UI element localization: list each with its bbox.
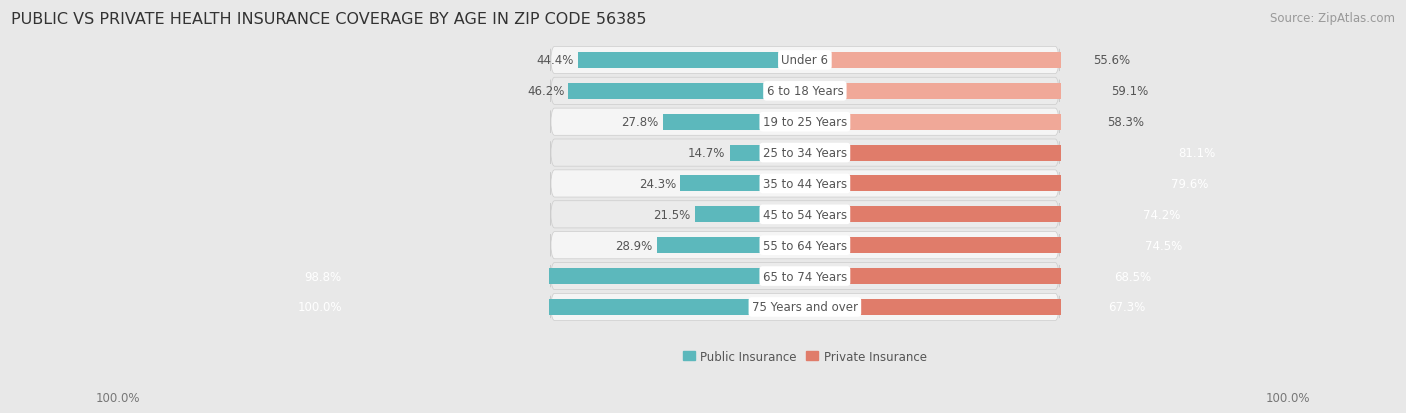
Text: 6 to 18 Years: 6 to 18 Years (766, 85, 844, 98)
Text: 65 to 74 Years: 65 to 74 Years (763, 270, 846, 283)
Bar (804, 237, 1187, 254)
Text: 19 to 25 Years: 19 to 25 Years (763, 116, 846, 129)
Text: 27.8%: 27.8% (621, 116, 658, 129)
Text: 55.6%: 55.6% (1094, 55, 1130, 67)
Bar (681, 176, 804, 192)
Bar (804, 114, 1104, 131)
Text: 68.5%: 68.5% (1115, 270, 1152, 283)
Text: 28.9%: 28.9% (616, 239, 652, 252)
Text: 55 to 64 Years: 55 to 64 Years (763, 239, 846, 252)
Text: 100.0%: 100.0% (298, 301, 343, 314)
Bar (804, 207, 1185, 223)
Bar (804, 176, 1212, 192)
Text: 98.8%: 98.8% (304, 270, 342, 283)
Text: 67.3%: 67.3% (1108, 301, 1146, 314)
Bar (804, 299, 1149, 315)
Text: 45 to 54 Years: 45 to 54 Years (763, 208, 846, 221)
FancyBboxPatch shape (551, 232, 1059, 259)
FancyBboxPatch shape (551, 263, 1059, 290)
Text: 25 to 34 Years: 25 to 34 Years (763, 147, 846, 160)
Text: 24.3%: 24.3% (640, 178, 676, 190)
Bar (568, 83, 804, 100)
FancyBboxPatch shape (551, 47, 1059, 74)
Text: 59.1%: 59.1% (1112, 85, 1149, 98)
Bar (578, 53, 804, 69)
Text: 75 Years and over: 75 Years and over (752, 301, 858, 314)
Bar (804, 83, 1108, 100)
Bar (730, 145, 804, 161)
Bar (657, 237, 804, 254)
Text: 14.7%: 14.7% (688, 147, 725, 160)
Text: 46.2%: 46.2% (527, 85, 564, 98)
Text: 35 to 44 Years: 35 to 44 Years (763, 178, 846, 190)
FancyBboxPatch shape (551, 201, 1059, 228)
Text: 74.5%: 74.5% (1144, 239, 1182, 252)
Bar (804, 145, 1220, 161)
FancyBboxPatch shape (551, 294, 1059, 321)
Bar (695, 207, 804, 223)
Bar (804, 268, 1156, 285)
Text: 44.4%: 44.4% (536, 55, 574, 67)
FancyBboxPatch shape (551, 78, 1059, 105)
FancyBboxPatch shape (551, 140, 1059, 167)
FancyBboxPatch shape (551, 171, 1059, 197)
Text: 100.0%: 100.0% (1265, 391, 1310, 404)
Bar (299, 268, 804, 285)
Text: 21.5%: 21.5% (654, 208, 690, 221)
Text: 79.6%: 79.6% (1171, 178, 1208, 190)
Text: 81.1%: 81.1% (1178, 147, 1216, 160)
Bar (292, 299, 804, 315)
Text: Under 6: Under 6 (782, 55, 828, 67)
Bar (662, 114, 804, 131)
Text: 58.3%: 58.3% (1108, 116, 1144, 129)
Text: 74.2%: 74.2% (1143, 208, 1181, 221)
Legend: Public Insurance, Private Insurance: Public Insurance, Private Insurance (683, 350, 927, 363)
Text: 100.0%: 100.0% (96, 391, 141, 404)
FancyBboxPatch shape (551, 109, 1059, 136)
Text: Source: ZipAtlas.com: Source: ZipAtlas.com (1270, 12, 1395, 25)
Bar (804, 53, 1090, 69)
Text: PUBLIC VS PRIVATE HEALTH INSURANCE COVERAGE BY AGE IN ZIP CODE 56385: PUBLIC VS PRIVATE HEALTH INSURANCE COVER… (11, 12, 647, 27)
